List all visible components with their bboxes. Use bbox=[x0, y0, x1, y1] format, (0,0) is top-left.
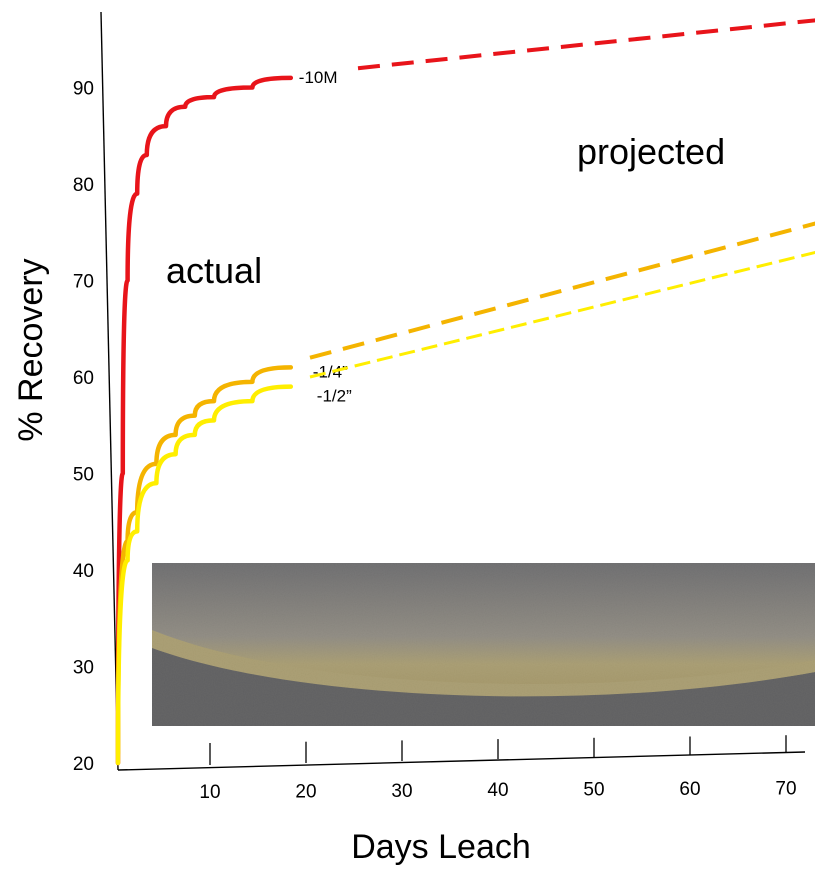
series-projected-line bbox=[357, 18, 815, 71]
annotation-projected: projected bbox=[577, 131, 725, 172]
y-tick-label: 70 bbox=[73, 272, 94, 293]
series-projected-line bbox=[309, 221, 815, 360]
series-actual-line bbox=[115, 75, 294, 766]
y-tick-label: 60 bbox=[73, 368, 94, 389]
series-label: -1/4” bbox=[313, 362, 348, 381]
inset-photo bbox=[152, 563, 815, 726]
y-axis-line bbox=[100, 11, 119, 771]
y-axis-ticks: 20 30 40 50 60 70 80 90 bbox=[73, 79, 94, 776]
x-axis-title: Days Leach bbox=[351, 828, 531, 866]
y-tick-label: 30 bbox=[73, 658, 94, 679]
x-tick-label: 20 bbox=[295, 781, 316, 802]
x-tick-label: 60 bbox=[679, 779, 700, 800]
series-label: -10M bbox=[299, 68, 338, 87]
y-tick-label: 20 bbox=[73, 754, 94, 775]
annotation-actual: actual bbox=[166, 250, 262, 291]
series-actual-line bbox=[115, 365, 294, 756]
y-tick-label: 90 bbox=[73, 79, 94, 100]
y-axis-title: % Recovery bbox=[12, 258, 50, 441]
x-tick-label: 70 bbox=[775, 778, 796, 799]
x-axis-ticks: 10 20 30 40 50 60 70 bbox=[199, 735, 797, 803]
x-tick-label: 10 bbox=[199, 782, 220, 803]
series-projected-line bbox=[309, 250, 815, 379]
x-tick-label: 40 bbox=[487, 780, 508, 801]
series-label: -1/2” bbox=[317, 387, 352, 406]
y-tick-label: 80 bbox=[73, 175, 94, 196]
x-tick-label: 50 bbox=[583, 780, 604, 801]
x-tick-label: 30 bbox=[391, 781, 412, 802]
series-layer: -10M -1/4” -1/2” bbox=[115, 18, 815, 766]
x-axis-line bbox=[117, 751, 806, 771]
series-actual-line bbox=[115, 384, 294, 766]
y-tick-label: 40 bbox=[73, 561, 94, 582]
y-tick-label: 50 bbox=[73, 465, 94, 486]
